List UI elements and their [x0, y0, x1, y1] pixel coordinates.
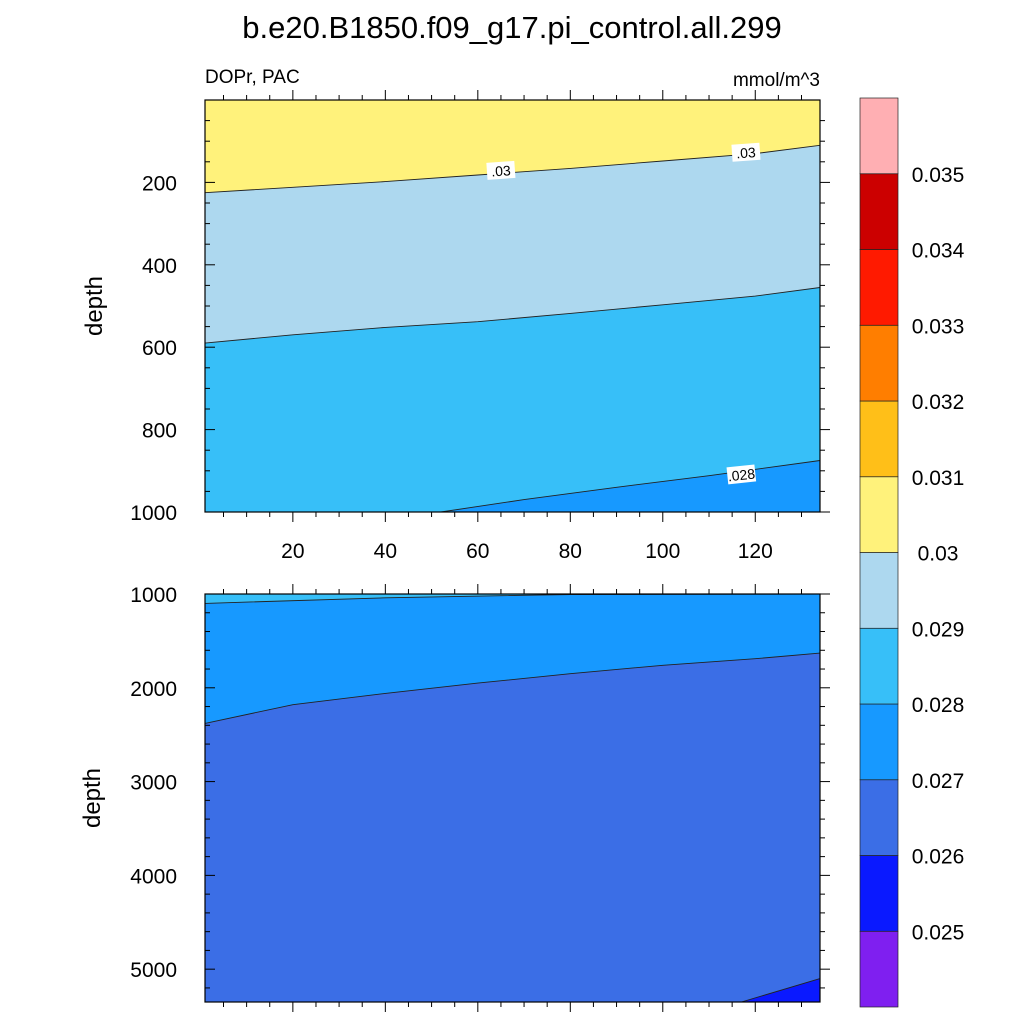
upper-panel: .03 .03 .028 200 400 600 800 1000 20 40 60 80 100 12… [81, 90, 830, 563]
contour-label-group: .03 [486, 160, 516, 180]
colorbar-label: 0.031 [912, 467, 965, 490]
colorbar-label: 0.029 [912, 618, 965, 641]
contour-label-bg [486, 160, 516, 180]
colorbar-label: 0.035 [912, 164, 965, 187]
colorbar-swatch [859, 324, 899, 402]
fill-band-0.027-0.028 [205, 594, 820, 724]
x-tick-label: 80 [559, 540, 582, 563]
upper-ylabel: depth [81, 276, 108, 336]
colorbar-swatch [859, 779, 899, 856]
x-tick-label: 20 [281, 540, 304, 563]
upper-panel-fills [205, 100, 820, 512]
figure-title: b.e20.B1850.f09_g17.pi_control.all.299 [242, 10, 782, 45]
contour-line-0.026 [741, 978, 821, 1003]
colorbar-swatch [859, 400, 899, 478]
fill-band-0.026-0.027 [205, 653, 820, 1002]
y-tick-label: 3000 [130, 772, 177, 795]
x-tick-label: 40 [374, 540, 397, 563]
colorbar-swatch [859, 97, 899, 175]
contour-label: .03 [736, 144, 757, 161]
colorbar-label: 0.026 [912, 846, 965, 869]
y-tick-label: 1000 [130, 584, 177, 607]
contour-label-group: .03 [731, 142, 761, 162]
lower-panel: 1000 2000 3000 4000 5000 depth [79, 584, 830, 1012]
colorbar-label: 0.032 [912, 391, 965, 414]
colorbar-label: 0.025 [912, 921, 965, 944]
contour-label-bg [731, 142, 761, 162]
contour-label-bg [726, 464, 757, 485]
colorbar-label: 0.028 [912, 694, 965, 717]
x-tick-label: 120 [738, 540, 773, 563]
y-tick-label: 800 [142, 420, 177, 443]
contour-label: .03 [491, 162, 512, 179]
contour-label-group: .028 [726, 464, 757, 485]
y-tick-label: 600 [142, 337, 177, 360]
units-label: mmol/m^3 [733, 70, 820, 91]
colorbar-label: 0.03 [918, 543, 959, 566]
colorbar-swatch [859, 855, 899, 932]
colorbar: 0.025 0.026 0.027 0.028 0.029 0.03 0.031 0.032 0… [859, 97, 965, 1008]
y-tick-label: 5000 [130, 959, 177, 982]
contour-line-0.027 [204, 652, 821, 724]
fill-band-0.030-0.031 [205, 100, 820, 193]
y-tick-label: 400 [142, 255, 177, 278]
variable-label: DOPr, PAC [205, 67, 300, 88]
colorbar-label: 0.034 [912, 240, 965, 263]
y-tick-label: 200 [142, 172, 177, 195]
x-tick-label: 100 [645, 540, 680, 563]
colorbar-swatch [859, 476, 899, 553]
fill-band-0.027-0.028 [440, 460, 820, 512]
colorbar-swatch [859, 703, 899, 781]
colorbar-label: 0.027 [912, 770, 965, 793]
lower-panel-ticks: 1000 2000 3000 4000 5000 [130, 584, 830, 1012]
upper-panel-ticks: 200 400 600 800 1000 20 40 60 80 100 120 [130, 90, 830, 563]
y-tick-label: 1000 [130, 502, 177, 525]
x-tick-label: 60 [466, 540, 489, 563]
fill-band-0.029-0.030 [205, 145, 820, 344]
upper-panel-inline-labels: .03 .03 .028 [486, 142, 761, 485]
contour-line-0.029 [204, 287, 821, 344]
lower-panel-fills [205, 594, 820, 1002]
colorbar-swatch [859, 249, 899, 326]
y-tick-label: 2000 [130, 678, 177, 701]
contour-label: .028 [727, 466, 756, 485]
colorbar-swatch [859, 552, 899, 629]
fill-band-0.028-0.029 [205, 287, 820, 512]
lower-ylabel: depth [79, 768, 106, 828]
y-tick-label: 4000 [130, 865, 177, 888]
colorbar-label: 0.033 [912, 315, 965, 338]
colorbar-swatch [859, 173, 899, 250]
lower-panel-frame [204, 593, 821, 1003]
colorbar-swatch [859, 930, 899, 1008]
colorbar-swatch [859, 627, 899, 705]
fill-band-0.028-0.029 [205, 594, 820, 604]
